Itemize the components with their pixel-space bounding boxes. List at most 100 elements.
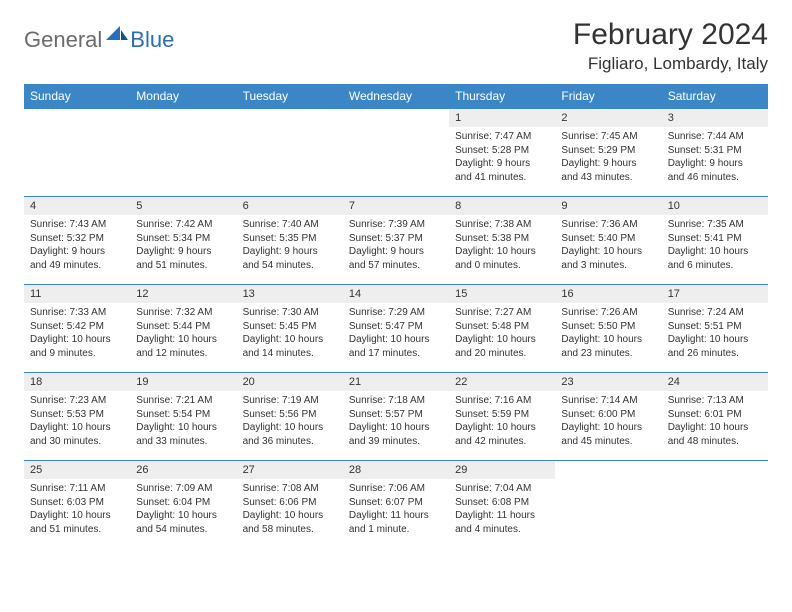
day-details: Sunrise: 7:26 AMSunset: 5:50 PMDaylight:… <box>555 303 661 363</box>
day-details: Sunrise: 7:47 AMSunset: 5:28 PMDaylight:… <box>449 127 555 187</box>
sunrise-text: Sunrise: 7:08 AM <box>243 482 337 496</box>
calendar-cell: 21Sunrise: 7:18 AMSunset: 5:57 PMDayligh… <box>343 373 449 461</box>
sunset-text: Sunset: 5:53 PM <box>30 408 124 422</box>
location: Figliaro, Lombardy, Italy <box>573 54 768 74</box>
sunset-text: Sunset: 5:29 PM <box>561 144 655 158</box>
daylight-text: Daylight: 9 hours and 46 minutes. <box>668 157 762 184</box>
calendar-table: SundayMondayTuesdayWednesdayThursdayFrid… <box>24 84 768 549</box>
calendar-cell: 6Sunrise: 7:40 AMSunset: 5:35 PMDaylight… <box>237 197 343 285</box>
daylight-text: Daylight: 10 hours and 12 minutes. <box>136 333 230 360</box>
day-number: 1 <box>449 109 555 127</box>
day-header: Monday <box>130 84 236 109</box>
daylight-text: Daylight: 10 hours and 3 minutes. <box>561 245 655 272</box>
day-number <box>237 109 343 115</box>
daylight-text: Daylight: 9 hours and 54 minutes. <box>243 245 337 272</box>
calendar-cell: 16Sunrise: 7:26 AMSunset: 5:50 PMDayligh… <box>555 285 661 373</box>
sunset-text: Sunset: 5:40 PM <box>561 232 655 246</box>
day-number: 4 <box>24 197 130 215</box>
day-number: 20 <box>237 373 343 391</box>
day-number: 8 <box>449 197 555 215</box>
day-number: 7 <box>343 197 449 215</box>
calendar-cell: 24Sunrise: 7:13 AMSunset: 6:01 PMDayligh… <box>662 373 768 461</box>
daylight-text: Daylight: 10 hours and 30 minutes. <box>30 421 124 448</box>
calendar-cell: 19Sunrise: 7:21 AMSunset: 5:54 PMDayligh… <box>130 373 236 461</box>
sunset-text: Sunset: 5:35 PM <box>243 232 337 246</box>
sunrise-text: Sunrise: 7:36 AM <box>561 218 655 232</box>
calendar-cell: 26Sunrise: 7:09 AMSunset: 6:04 PMDayligh… <box>130 461 236 549</box>
calendar-cell <box>343 109 449 197</box>
sunset-text: Sunset: 5:28 PM <box>455 144 549 158</box>
day-details: Sunrise: 7:32 AMSunset: 5:44 PMDaylight:… <box>130 303 236 363</box>
daylight-text: Daylight: 10 hours and 20 minutes. <box>455 333 549 360</box>
daylight-text: Daylight: 11 hours and 1 minute. <box>349 509 443 536</box>
daylight-text: Daylight: 9 hours and 41 minutes. <box>455 157 549 184</box>
calendar-week-row: 25Sunrise: 7:11 AMSunset: 6:03 PMDayligh… <box>24 461 768 549</box>
daylight-text: Daylight: 10 hours and 14 minutes. <box>243 333 337 360</box>
sunset-text: Sunset: 6:01 PM <box>668 408 762 422</box>
sunrise-text: Sunrise: 7:33 AM <box>30 306 124 320</box>
calendar-cell: 1Sunrise: 7:47 AMSunset: 5:28 PMDaylight… <box>449 109 555 197</box>
calendar-cell: 12Sunrise: 7:32 AMSunset: 5:44 PMDayligh… <box>130 285 236 373</box>
day-number: 22 <box>449 373 555 391</box>
day-details: Sunrise: 7:40 AMSunset: 5:35 PMDaylight:… <box>237 215 343 275</box>
day-number: 6 <box>237 197 343 215</box>
sunrise-text: Sunrise: 7:45 AM <box>561 130 655 144</box>
sunrise-text: Sunrise: 7:21 AM <box>136 394 230 408</box>
daylight-text: Daylight: 9 hours and 49 minutes. <box>30 245 124 272</box>
day-number <box>130 109 236 115</box>
sunset-text: Sunset: 5:57 PM <box>349 408 443 422</box>
sunset-text: Sunset: 5:37 PM <box>349 232 443 246</box>
sunrise-text: Sunrise: 7:43 AM <box>30 218 124 232</box>
calendar-week-row: 1Sunrise: 7:47 AMSunset: 5:28 PMDaylight… <box>24 109 768 197</box>
calendar-cell <box>555 461 661 549</box>
day-number <box>662 461 768 467</box>
day-number: 9 <box>555 197 661 215</box>
sunrise-text: Sunrise: 7:32 AM <box>136 306 230 320</box>
calendar-cell: 9 Sunrise: 7:36 AMSunset: 5:40 PMDaylight… <box>555 197 661 285</box>
sunrise-text: Sunrise: 7:42 AM <box>136 218 230 232</box>
day-number: 26 <box>130 461 236 479</box>
calendar-week-row: 11Sunrise: 7:33 AMSunset: 5:42 PMDayligh… <box>24 285 768 373</box>
sunset-text: Sunset: 5:32 PM <box>30 232 124 246</box>
day-number: 16 <box>555 285 661 303</box>
daylight-text: Daylight: 10 hours and 26 minutes. <box>668 333 762 360</box>
sunset-text: Sunset: 5:47 PM <box>349 320 443 334</box>
calendar-header-row: SundayMondayTuesdayWednesdayThursdayFrid… <box>24 84 768 109</box>
calendar-cell: 25Sunrise: 7:11 AMSunset: 6:03 PMDayligh… <box>24 461 130 549</box>
month-title: February 2024 <box>573 18 768 52</box>
sunrise-text: Sunrise: 7:47 AM <box>455 130 549 144</box>
day-details: Sunrise: 7:24 AMSunset: 5:51 PMDaylight:… <box>662 303 768 363</box>
sunrise-text: Sunrise: 7:39 AM <box>349 218 443 232</box>
day-header: Wednesday <box>343 84 449 109</box>
daylight-text: Daylight: 10 hours and 17 minutes. <box>349 333 443 360</box>
day-number: 25 <box>24 461 130 479</box>
day-details: Sunrise: 7:14 AMSunset: 6:00 PMDaylight:… <box>555 391 661 451</box>
day-number: 15 <box>449 285 555 303</box>
day-header: Tuesday <box>237 84 343 109</box>
logo-sail-icon <box>106 24 128 45</box>
logo: General Blue <box>24 24 174 55</box>
daylight-text: Daylight: 10 hours and 45 minutes. <box>561 421 655 448</box>
day-number: 3 <box>662 109 768 127</box>
sunrise-text: Sunrise: 7:09 AM <box>136 482 230 496</box>
calendar-cell: 18Sunrise: 7:23 AMSunset: 5:53 PMDayligh… <box>24 373 130 461</box>
day-number: 21 <box>343 373 449 391</box>
day-number: 17 <box>662 285 768 303</box>
calendar-page: General Blue February 2024 Figliaro, Lom… <box>0 0 792 567</box>
day-details: Sunrise: 7:45 AMSunset: 5:29 PMDaylight:… <box>555 127 661 187</box>
day-number: 2 <box>555 109 661 127</box>
daylight-text: Daylight: 10 hours and 58 minutes. <box>243 509 337 536</box>
daylight-text: Daylight: 10 hours and 6 minutes. <box>668 245 762 272</box>
sunset-text: Sunset: 6:00 PM <box>561 408 655 422</box>
sunset-text: Sunset: 5:51 PM <box>668 320 762 334</box>
day-number <box>24 109 130 115</box>
sunrise-text: Sunrise: 7:30 AM <box>243 306 337 320</box>
sunrise-text: Sunrise: 7:38 AM <box>455 218 549 232</box>
sunset-text: Sunset: 5:41 PM <box>668 232 762 246</box>
day-number: 14 <box>343 285 449 303</box>
daylight-text: Daylight: 10 hours and 23 minutes. <box>561 333 655 360</box>
day-number: 28 <box>343 461 449 479</box>
day-details: Sunrise: 7:23 AMSunset: 5:53 PMDaylight:… <box>24 391 130 451</box>
calendar-cell: 28Sunrise: 7:06 AMSunset: 6:07 PMDayligh… <box>343 461 449 549</box>
daylight-text: Daylight: 10 hours and 54 minutes. <box>136 509 230 536</box>
